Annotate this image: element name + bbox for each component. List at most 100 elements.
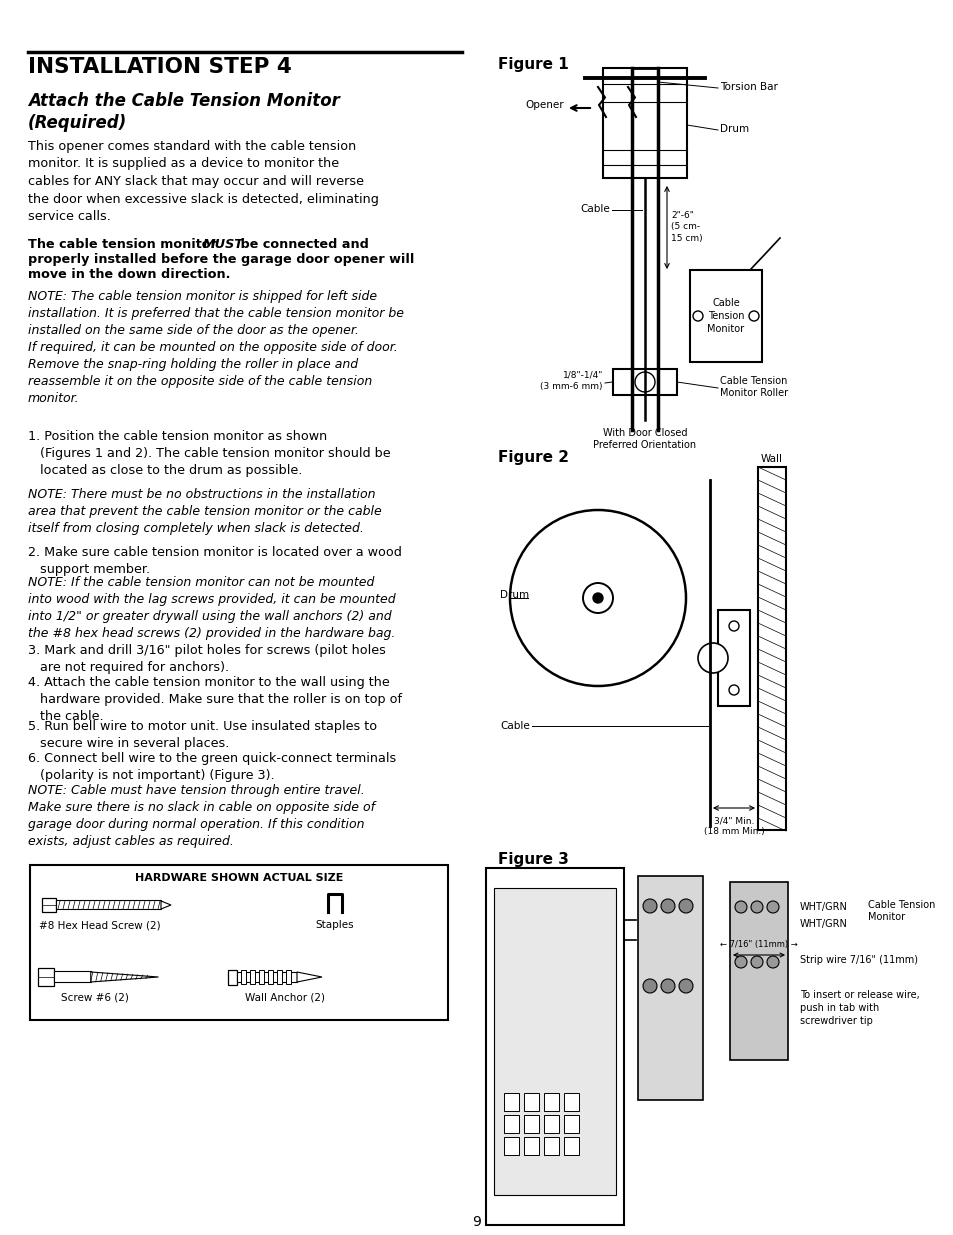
Text: 2"-6"
(5 cm-
15 cm): 2"-6" (5 cm- 15 cm) — [670, 211, 702, 242]
Bar — [56, 900, 161, 909]
Bar — [523, 1093, 538, 1112]
Text: HARDWARE SHOWN ACTUAL SIZE: HARDWARE SHOWN ACTUAL SIZE — [134, 873, 343, 883]
Bar — [30, 864, 448, 1020]
Polygon shape — [161, 902, 171, 909]
Bar — [543, 1093, 558, 1112]
Circle shape — [635, 372, 655, 391]
Circle shape — [750, 956, 762, 968]
Circle shape — [660, 899, 675, 913]
Bar — [689, 270, 761, 362]
Circle shape — [750, 902, 762, 913]
Bar — [485, 868, 623, 1225]
Text: WHT/GRN: WHT/GRN — [800, 902, 847, 911]
Text: NOTE: Cable must have tension through entire travel.
Make sure there is no slack: NOTE: Cable must have tension through en… — [28, 784, 375, 848]
Bar — [276, 969, 282, 984]
Text: Wall: Wall — [760, 454, 782, 464]
Text: WHT/GRN: WHT/GRN — [800, 919, 847, 929]
Circle shape — [728, 685, 739, 695]
Text: Opener: Opener — [525, 100, 563, 110]
Bar — [250, 969, 254, 984]
Text: ← 7/16" (11mm) →: ← 7/16" (11mm) → — [720, 940, 797, 948]
Circle shape — [692, 311, 702, 321]
Text: 2. Make sure cable tension monitor is located over a wood
   support member.: 2. Make sure cable tension monitor is lo… — [28, 546, 401, 576]
Circle shape — [766, 902, 779, 913]
Text: Figure 2: Figure 2 — [497, 450, 568, 466]
Bar — [503, 1137, 518, 1155]
Bar — [236, 972, 296, 982]
Bar — [286, 969, 291, 984]
Text: NOTE: The cable tension monitor is shipped for left side
installation. It is pre: NOTE: The cable tension monitor is shipp… — [28, 290, 403, 405]
Bar — [523, 1115, 538, 1132]
Polygon shape — [91, 972, 158, 982]
Bar — [494, 888, 616, 1195]
Text: With Door Closed
Preferred Orientation: With Door Closed Preferred Orientation — [593, 429, 696, 451]
Bar — [503, 1093, 518, 1112]
Bar — [543, 1137, 558, 1155]
Text: #8 Hex Head Screw (2): #8 Hex Head Screw (2) — [39, 920, 161, 930]
Bar — [42, 898, 56, 911]
Circle shape — [698, 643, 727, 673]
Circle shape — [679, 979, 692, 993]
Circle shape — [660, 979, 675, 993]
Text: 5. Run bell wire to motor unit. Use insulated staples to
   secure wire in sever: 5. Run bell wire to motor unit. Use insu… — [28, 720, 376, 750]
Text: INSTALLATION STEP 4: INSTALLATION STEP 4 — [28, 57, 292, 77]
Text: NOTE: If the cable tension monitor can not be mounted
into wood with the lag scr: NOTE: If the cable tension monitor can n… — [28, 576, 395, 640]
Text: be connected and: be connected and — [235, 238, 369, 251]
Bar — [563, 1137, 578, 1155]
Bar — [228, 969, 236, 984]
Bar — [638, 876, 702, 1100]
Circle shape — [728, 621, 739, 631]
Text: Torsion Bar: Torsion Bar — [720, 82, 777, 91]
Text: Strip wire 7/16" (11mm): Strip wire 7/16" (11mm) — [800, 955, 917, 965]
Circle shape — [593, 593, 602, 603]
Text: 9: 9 — [472, 1215, 481, 1229]
Bar — [54, 971, 91, 982]
Text: Drum: Drum — [499, 590, 529, 600]
Text: properly installed before the garage door opener will: properly installed before the garage doo… — [28, 253, 414, 266]
Circle shape — [748, 311, 759, 321]
Bar — [602, 68, 686, 178]
Text: 3. Mark and drill 3/16" pilot holes for screws (pilot holes
   are not required : 3. Mark and drill 3/16" pilot holes for … — [28, 643, 385, 674]
Text: Cable: Cable — [499, 721, 529, 731]
Bar — [543, 1115, 558, 1132]
Text: Drum: Drum — [720, 124, 748, 135]
Bar — [38, 968, 54, 986]
Text: Staples: Staples — [315, 920, 354, 930]
Text: Wall Anchor (2): Wall Anchor (2) — [245, 993, 325, 1003]
Text: Figure 3: Figure 3 — [497, 852, 568, 867]
Bar — [268, 969, 273, 984]
Bar — [523, 1137, 538, 1155]
Bar — [729, 882, 787, 1060]
Text: NOTE: There must be no obstructions in the installation
area that prevent the ca: NOTE: There must be no obstructions in t… — [28, 488, 381, 535]
Text: 1. Position the cable tension monitor as shown
   (Figures 1 and 2). The cable t: 1. Position the cable tension monitor as… — [28, 430, 390, 477]
Bar — [613, 369, 677, 395]
Text: Screw #6 (2): Screw #6 (2) — [61, 993, 129, 1003]
Text: move in the down direction.: move in the down direction. — [28, 268, 230, 282]
Text: Attach the Cable Tension Monitor: Attach the Cable Tension Monitor — [28, 91, 339, 110]
Text: Cable: Cable — [579, 204, 609, 214]
Text: To insert or release wire,
push in tab with
screwdriver tip: To insert or release wire, push in tab w… — [800, 990, 919, 1025]
Circle shape — [734, 956, 746, 968]
Circle shape — [642, 899, 657, 913]
Polygon shape — [296, 972, 322, 982]
Text: (Required): (Required) — [28, 114, 127, 132]
Bar — [563, 1115, 578, 1132]
Circle shape — [510, 510, 685, 685]
Circle shape — [734, 902, 746, 913]
Bar — [718, 610, 749, 706]
Bar — [563, 1093, 578, 1112]
Circle shape — [582, 583, 613, 613]
Text: MUST: MUST — [203, 238, 244, 251]
Text: 4. Attach the cable tension monitor to the wall using the
   hardware provided. : 4. Attach the cable tension monitor to t… — [28, 676, 401, 722]
Text: Cable Tension
Monitor: Cable Tension Monitor — [867, 900, 934, 923]
Circle shape — [679, 899, 692, 913]
Bar — [241, 969, 246, 984]
Bar — [503, 1115, 518, 1132]
Text: Cable
Tension
Monitor: Cable Tension Monitor — [707, 298, 743, 333]
Bar — [758, 467, 785, 830]
Text: Cable Tension
Monitor Roller: Cable Tension Monitor Roller — [720, 375, 787, 398]
Text: 1/8"-1/4"
(3 mm-6 mm): 1/8"-1/4" (3 mm-6 mm) — [540, 370, 602, 391]
Text: Figure 1: Figure 1 — [497, 57, 568, 72]
Bar — [258, 969, 264, 984]
Text: 6. Connect bell wire to the green quick-connect terminals
   (polarity is not im: 6. Connect bell wire to the green quick-… — [28, 752, 395, 782]
